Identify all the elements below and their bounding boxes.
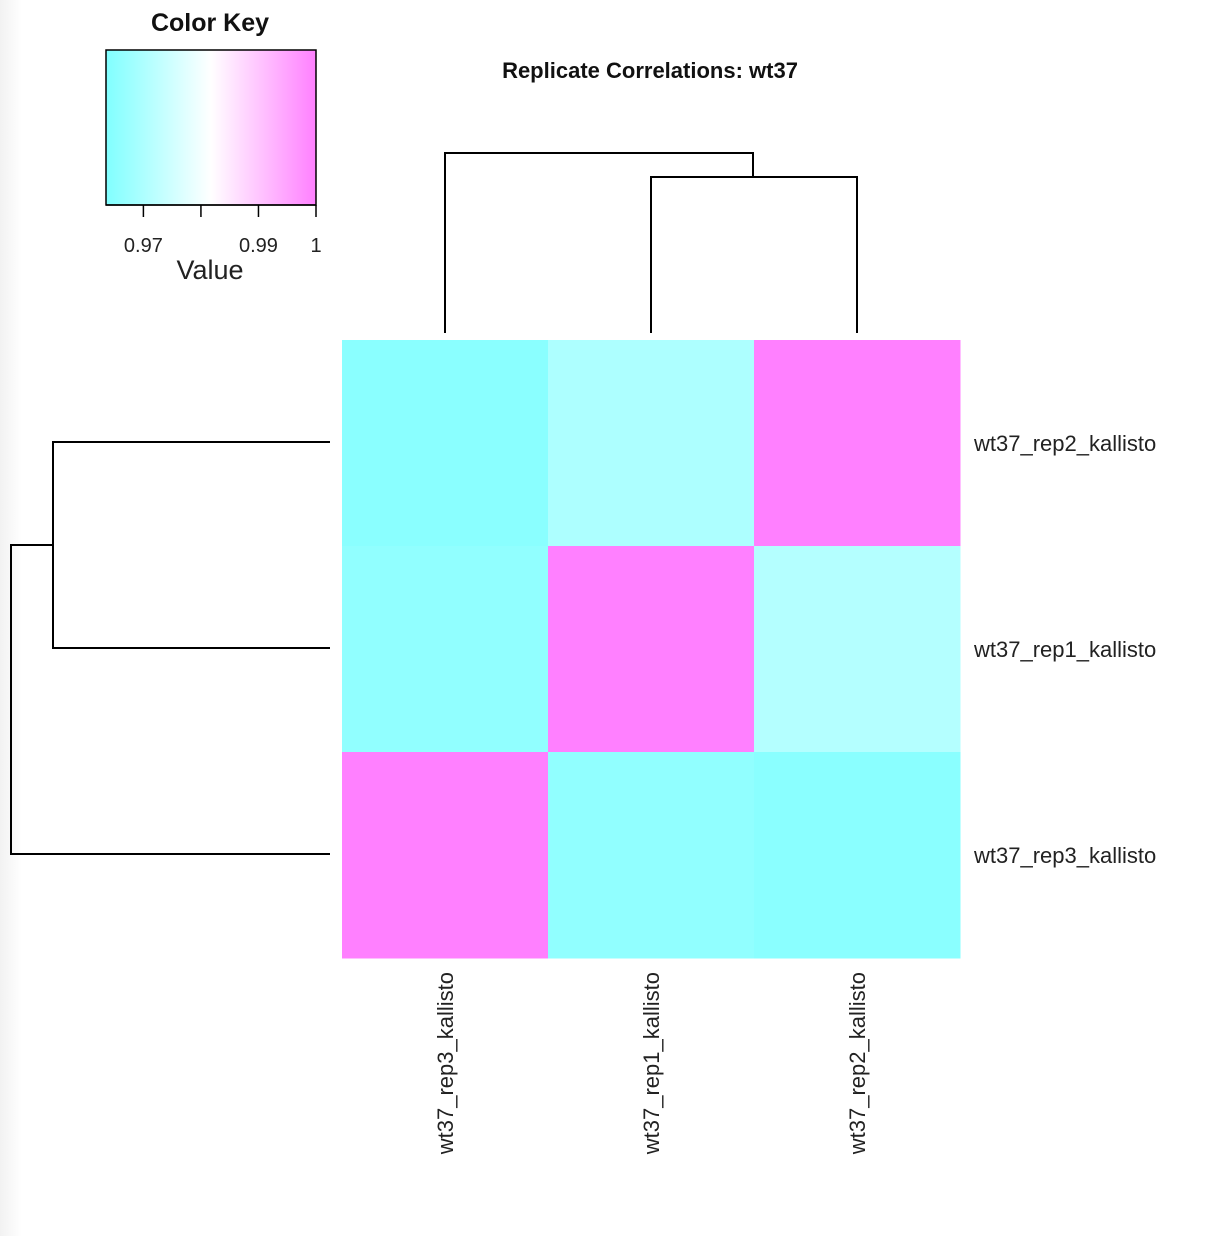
color-key-gradient (105, 49, 317, 206)
column-label: wt37_rep2_kallisto (845, 972, 870, 1155)
row-dendro-branch-rep2-rep1 (52, 441, 330, 649)
color-key-xlabel: Value (176, 255, 243, 285)
column-dendrogram (444, 152, 858, 333)
column-label: wt37_rep3_kallisto (433, 972, 458, 1155)
color-key-tick-label: 0.99 (239, 235, 278, 257)
color-key-tick-label: 1 (310, 235, 321, 257)
col-dendro-branch-root (444, 152, 754, 333)
heatmap-cell (754, 340, 961, 547)
heatmap-cell (548, 340, 755, 547)
col-dendro-branch-rep1-rep2 (650, 176, 858, 333)
heatmap-cell (342, 752, 549, 959)
heatmap-cell (754, 546, 961, 753)
row-label: wt37_rep3_kallisto (973, 843, 1156, 868)
row-dendrogram (10, 441, 330, 855)
color-key-title: Color Key (151, 9, 269, 37)
heatmap-cell (548, 752, 755, 959)
heatmap-cell (342, 340, 549, 547)
heatmap-cell (754, 752, 961, 959)
color-key-tick-label: 0.97 (124, 235, 163, 257)
row-label: wt37_rep2_kallisto (973, 431, 1156, 456)
heatmap-cell (548, 546, 755, 753)
row-dendro-branch-root (10, 544, 330, 855)
column-label: wt37_rep1_kallisto (639, 972, 664, 1155)
heatmap-cell (342, 546, 549, 753)
chart-title: Replicate Correlations: wt37 (502, 58, 798, 83)
color-key: 0.97 0.99 1 (105, 49, 322, 257)
row-label: wt37_rep1_kallisto (973, 637, 1156, 662)
